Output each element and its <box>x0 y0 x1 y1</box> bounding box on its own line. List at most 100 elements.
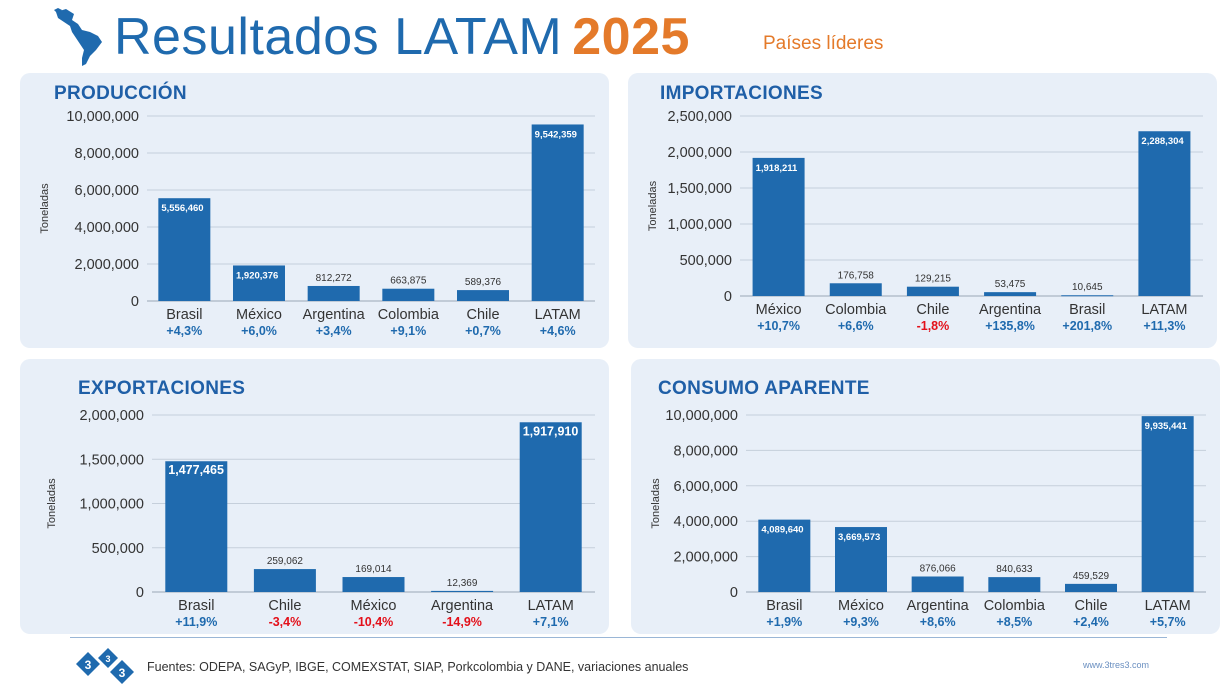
y-tick-label: 6,000,000 <box>673 479 738 495</box>
y-tick-label: 500,000 <box>680 253 732 269</box>
data-label: 129,215 <box>915 274 952 285</box>
variation-label: +9,3% <box>843 615 879 629</box>
data-label: 1,477,465 <box>168 463 224 477</box>
y-tick-label: 10,000,000 <box>665 408 738 424</box>
footer-sources: Fuentes: ODEPA, SAGyP, IBGE, COMEXSTAT, … <box>147 660 689 674</box>
variation-label: +9,1% <box>390 324 426 338</box>
category-label: Brasil <box>766 598 802 614</box>
bar-chile <box>457 290 509 301</box>
bar-brasil <box>1061 295 1114 297</box>
variation-label: +11,3% <box>1143 319 1185 333</box>
category-label: Chile <box>1074 598 1107 614</box>
exportaciones-title: EXPORTACIONES <box>78 378 246 399</box>
data-label: 4,089,640 <box>761 525 803 536</box>
page-title-year: 2025 <box>572 8 690 66</box>
bar-brasil <box>158 198 211 301</box>
y-axis-label: Toneladas <box>46 478 58 529</box>
y-tick-label: 0 <box>730 585 738 601</box>
variation-label: +7,1% <box>533 615 569 629</box>
category-label: Chile <box>466 307 499 323</box>
y-tick-label: 2,000,000 <box>673 550 738 566</box>
svg-text:3: 3 <box>119 666 126 680</box>
variation-label: -14,9% <box>442 615 482 629</box>
variation-label: +6,6% <box>838 319 874 333</box>
bar-argentina <box>431 590 494 592</box>
data-label: 169,014 <box>355 564 392 575</box>
variation-label: +11,9% <box>175 615 217 629</box>
bar-chile <box>253 569 316 592</box>
exportaciones-chart: 0 500,000 1,000,000 1,500,000 2,000,000 Tonel… <box>46 408 595 629</box>
exportaciones-panel: EXPORTACIONES 0 500,000 1,000,000 1,500,000… <box>20 359 609 634</box>
category-label: Colombia <box>984 598 1046 614</box>
bar-méxico <box>233 265 285 301</box>
variation-label: +2,4% <box>1073 615 1109 629</box>
category-label: LATAM <box>1141 302 1187 318</box>
bar-colombia <box>829 283 882 296</box>
latam-map-icon <box>54 8 102 66</box>
data-label: 812,272 <box>316 273 353 284</box>
data-label: 2,288,304 <box>1141 136 1184 147</box>
y-tick-label: 0 <box>131 294 139 310</box>
svg-text:3: 3 <box>105 654 110 664</box>
y-tick-label: 1,000,000 <box>667 217 732 233</box>
produccion-chart: 0 2,000,000 4,000,000 6,000,000 8,000,000 10,… <box>39 109 595 338</box>
bar-colombia <box>382 288 435 301</box>
bar-méxico <box>752 157 805 296</box>
importaciones-panel: IMPORTACIONES 0 500,000 1,000,000 1,500,000… <box>628 73 1217 348</box>
bar-argentina <box>911 576 964 592</box>
variation-label: +8,5% <box>996 615 1032 629</box>
variation-label: +4,3% <box>166 324 202 338</box>
bar-chile <box>1065 583 1117 592</box>
variation-label: -10,4% <box>354 615 394 629</box>
category-label: México <box>351 598 397 614</box>
data-label: 9,935,441 <box>1145 421 1188 432</box>
category-label: LATAM <box>528 598 574 614</box>
data-label: 1,920,376 <box>236 270 278 281</box>
category-label: Colombia <box>825 302 887 318</box>
variation-label: -1,8% <box>917 319 950 333</box>
y-tick-label: 2,000,000 <box>74 257 139 273</box>
category-label: México <box>838 598 884 614</box>
data-label: 589,376 <box>465 277 502 288</box>
variation-label: +201,8% <box>1062 319 1112 333</box>
bar-brasil <box>165 461 228 592</box>
variation-label: +135,8% <box>985 319 1035 333</box>
produccion-panel: PRODUCCIÓN 0 2,000,000 4,000,000 6,000,000 8… <box>20 73 609 348</box>
data-label: 876,066 <box>920 563 957 574</box>
produccion-title: PRODUCCIÓN <box>54 83 187 104</box>
y-tick-label: 4,000,000 <box>673 514 738 530</box>
y-tick-label: 0 <box>724 289 732 305</box>
y-tick-label: 2,000,000 <box>667 145 732 161</box>
category-label: Brasil <box>178 598 214 614</box>
category-label: Brasil <box>166 307 202 323</box>
bar-latam <box>531 124 584 301</box>
bar-argentina <box>307 285 360 301</box>
y-tick-label: 2,500,000 <box>667 109 732 125</box>
category-label: Colombia <box>378 307 440 323</box>
y-axis-label: Toneladas <box>650 478 662 529</box>
data-label: 5,556,460 <box>161 203 203 214</box>
y-tick-label: 2,000,000 <box>79 408 144 424</box>
data-label: 53,475 <box>995 279 1026 290</box>
bar-argentina <box>984 292 1037 296</box>
svg-text:3: 3 <box>85 658 92 672</box>
category-label: México <box>756 302 802 318</box>
variation-label: +3,4% <box>316 324 352 338</box>
category-label: México <box>236 307 282 323</box>
y-tick-label: 8,000,000 <box>74 146 139 162</box>
category-label: Argentina <box>907 598 970 614</box>
bar-latam <box>1141 416 1194 592</box>
footer-divider <box>70 637 1167 638</box>
header: Resultados LATAM 2025 Países líderes <box>0 0 1231 70</box>
data-label: 840,633 <box>996 564 1033 575</box>
data-label: 1,917,910 <box>523 424 579 438</box>
bar-chile <box>906 286 959 296</box>
y-axis-label: Toneladas <box>39 183 51 234</box>
category-label: Argentina <box>431 598 494 614</box>
y-tick-label: 1,500,000 <box>667 181 732 197</box>
data-label: 459,529 <box>1073 571 1110 582</box>
variation-label: +0,7% <box>465 324 501 338</box>
data-label: 176,758 <box>838 270 875 281</box>
y-tick-label: 1,500,000 <box>79 452 144 468</box>
variation-label: -3,4% <box>269 615 302 629</box>
